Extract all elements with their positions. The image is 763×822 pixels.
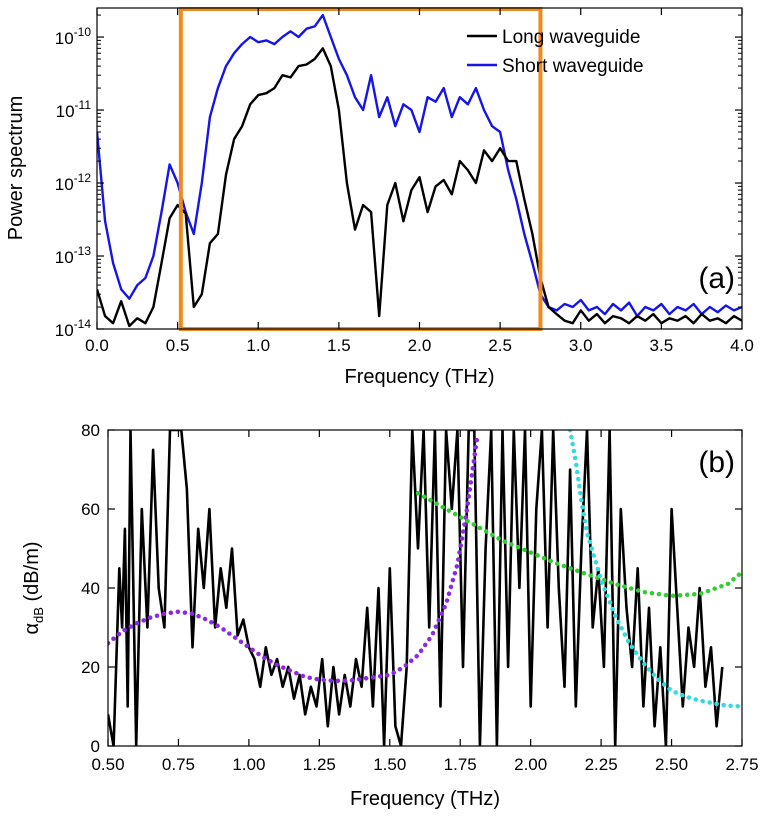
x-tick-label: 0.75 <box>162 755 195 774</box>
plot-frame-a <box>96 7 743 330</box>
y-tick-label: 10-14 <box>55 317 92 340</box>
y-tick-label: 0 <box>91 737 100 756</box>
legend: Long waveguide Short waveguide <box>467 27 644 77</box>
x-tick-label: 4.0 <box>730 336 754 355</box>
x-tick-label: 2.25 <box>585 755 618 774</box>
x-tick-label: 1.75 <box>444 755 477 774</box>
x-tick-label: 2.0 <box>408 336 432 355</box>
legend-entry: Short waveguide <box>502 56 644 77</box>
x-tick-label: 2.50 <box>655 755 688 774</box>
x-axis-title-a: Frequency (THz) <box>344 366 494 388</box>
y-axis-title-b: αdB (dB/m) <box>21 541 46 634</box>
power-spectrum-panel: 0.0 0.5 1.0 1.5 2.0 2.5 3.0 3.5 4.0 10-1410-1310… <box>5 7 754 388</box>
x-axis-title-b: Frequency (THz) <box>350 788 500 810</box>
highlight-box <box>178 7 543 331</box>
series-line-long-waveguide <box>97 47 742 328</box>
y-tick-label: 60 <box>81 500 100 519</box>
x-tick-label: 0.0 <box>85 336 109 355</box>
x-tick-label: 0.50 <box>91 755 124 774</box>
x-tick-label: 3.0 <box>569 336 593 355</box>
y-axis-title-symbol: α <box>21 623 43 635</box>
x-ticks-b: 0.50 0.75 1.00 1.25 1.50 1.75 2.00 2.25 2.50 2.75 <box>91 430 759 774</box>
x-tick-label: 1.00 <box>232 755 265 774</box>
panel-label-a: (a) <box>698 262 735 295</box>
y-tick-label: 10-12 <box>55 171 92 194</box>
attenuation-line <box>108 430 724 746</box>
x-tick-label: 1.50 <box>373 755 406 774</box>
panel-label-b: (b) <box>698 446 735 479</box>
y-axis-title-unit: (dB/m) <box>21 541 43 607</box>
fit-curve-1 <box>108 435 480 684</box>
y-tick-label: 10-10 <box>55 25 92 48</box>
y-ticks-a: 10-14 10-13 10-12 10-11 10-10 <box>55 14 742 340</box>
y-tick-label: 20 <box>81 658 100 677</box>
series-line-short-waveguide <box>97 13 742 318</box>
y-ticks-b: 0 20 40 60 80 <box>81 421 742 756</box>
power-spectrum-series-group <box>97 13 742 328</box>
x-tick-label: 2.5 <box>488 336 512 355</box>
attenuation-series-group <box>108 430 742 746</box>
x-tick-label: 3.5 <box>650 336 674 355</box>
x-tick-label: 1.25 <box>303 755 336 774</box>
y-tick-label: 10-13 <box>55 244 92 267</box>
y-tick-label: 80 <box>81 421 100 440</box>
x-tick-label: 1.5 <box>327 336 351 355</box>
x-ticks-a: 0.0 0.5 1.0 1.5 2.0 2.5 3.0 3.5 4.0 <box>85 8 754 355</box>
x-tick-label: 1.0 <box>246 336 270 355</box>
fit-curve-2 <box>415 490 742 599</box>
legend-entry: Long waveguide <box>502 27 640 48</box>
y-axis-title-a: Power spectrum <box>5 96 27 241</box>
x-tick-label: 2.75 <box>725 755 758 774</box>
y-tick-label: 40 <box>81 579 100 598</box>
x-tick-label: 2.00 <box>514 755 547 774</box>
fit-curve-3 <box>567 430 742 709</box>
y-axis-title-subscript: dB <box>31 607 46 623</box>
x-tick-label: 0.5 <box>166 336 190 355</box>
attenuation-panel: 0.50 0.75 1.00 1.25 1.50 1.75 2.00 2.25 2.50 2.75… <box>21 421 759 810</box>
y-tick-label: 10-11 <box>56 98 92 121</box>
